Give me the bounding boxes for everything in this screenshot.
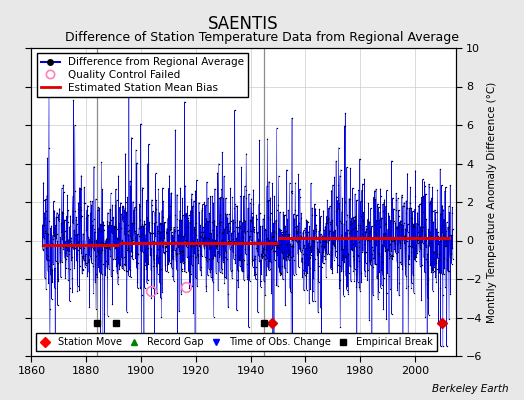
Legend: Station Move, Record Gap, Time of Obs. Change, Empirical Break: Station Move, Record Gap, Time of Obs. C… [36, 333, 436, 351]
Y-axis label: Monthly Temperature Anomaly Difference (°C): Monthly Temperature Anomaly Difference (… [487, 81, 497, 323]
Text: Berkeley Earth: Berkeley Earth [432, 384, 508, 394]
Text: Difference of Station Temperature Data from Regional Average: Difference of Station Temperature Data f… [65, 32, 459, 44]
Title: SAENTIS: SAENTIS [209, 14, 279, 32]
